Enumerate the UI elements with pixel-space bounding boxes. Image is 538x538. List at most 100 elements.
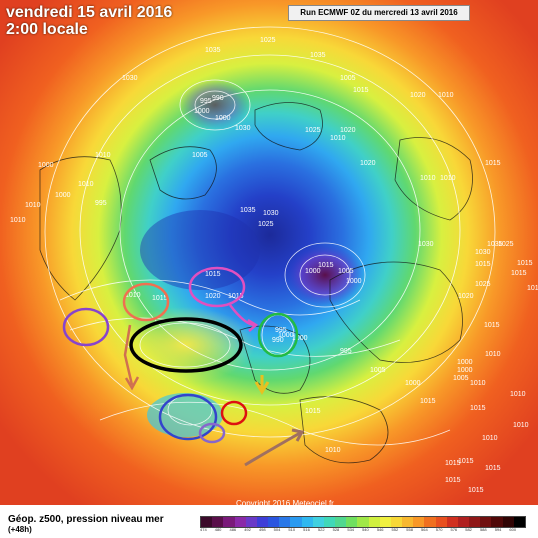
scale-swatch	[234, 517, 246, 527]
annotations	[62, 266, 305, 467]
pressure-label: 1020	[205, 293, 221, 300]
scale-swatch	[268, 517, 280, 527]
pressure-label: 1000	[292, 335, 308, 342]
pressure-label: 1015	[205, 271, 221, 278]
pressure-label: 1015	[420, 398, 436, 405]
scale-swatch	[279, 517, 291, 527]
scale-tick: 570	[435, 527, 443, 532]
scale-tick: 498	[258, 527, 266, 532]
scale-swatch	[491, 517, 503, 527]
pressure-label: 995	[200, 98, 212, 105]
pressure-label: 1015	[445, 477, 461, 484]
scale-tick: 546	[376, 527, 384, 532]
pressure-label: 1000	[55, 192, 71, 199]
pressure-label: 1010	[510, 391, 526, 398]
scale-tick: 582	[465, 527, 472, 532]
orange-circle-atlantic	[122, 282, 170, 322]
pressure-label: 1000	[38, 162, 54, 169]
pressure-label: 1020	[360, 160, 376, 167]
pressure-label: 1015	[468, 487, 484, 494]
run-info: Run ECMWF 0Z du mercredi 13 avril 2016	[288, 5, 470, 21]
pressure-label: 1010	[330, 135, 346, 142]
pressure-label: 1020	[410, 92, 426, 99]
scale-swatch	[480, 517, 492, 527]
pressure-label: 1015	[445, 460, 461, 467]
isobars	[44, 26, 496, 446]
pressure-label: 1010	[25, 202, 41, 209]
pressure-label: 1000	[194, 108, 210, 115]
trough-core-north	[180, 80, 250, 130]
pressure-label: 1010	[440, 175, 456, 182]
pressure-label: 1010	[470, 380, 486, 387]
scale-swatch	[323, 517, 336, 527]
pressure-label: 1030	[418, 241, 434, 248]
coastlines	[39, 102, 473, 464]
pressure-label: 1035	[310, 52, 326, 59]
pressure-label: 1000	[278, 332, 294, 339]
pressure-label: 1030	[475, 249, 491, 256]
scale-swatch	[201, 517, 213, 527]
red-circle-med	[220, 400, 248, 426]
pressure-label: 1005	[370, 367, 386, 374]
pressure-label: 1000	[405, 380, 421, 387]
scale-swatch	[435, 517, 447, 527]
pressure-label: 1025	[258, 221, 274, 228]
pressure-label: 990	[212, 95, 224, 102]
pressure-label: 1010	[325, 447, 341, 454]
forecast-time: 2:00 locale	[6, 21, 88, 38]
geopotential-field	[0, 0, 538, 505]
scale-tick: 528	[332, 527, 340, 532]
orange-arrow	[123, 324, 134, 386]
scale-swatch	[424, 517, 436, 527]
scale-tick: 480	[214, 527, 222, 532]
scale-tick: 504	[273, 527, 281, 532]
pressure-label: 1000	[457, 359, 473, 366]
pressure-label: 1015	[152, 295, 168, 302]
scale-swatch	[457, 517, 470, 527]
pressure-label: 1035	[487, 241, 503, 248]
pink-arrow	[229, 304, 256, 327]
pressure-label: 1005	[453, 375, 469, 382]
pressure-label: 1000	[215, 115, 231, 122]
pressure-label: 1000	[305, 268, 321, 275]
pressure-label: 990	[272, 337, 284, 344]
scale-swatch	[301, 517, 313, 527]
purple-circle-atlantic	[62, 307, 110, 347]
pressure-label: 1010	[438, 92, 454, 99]
scale-swatch	[245, 517, 257, 527]
yellow-arrow	[254, 375, 270, 395]
pressure-label: 995	[340, 348, 352, 355]
brown-arrow	[244, 431, 301, 467]
scale-tick: 576	[450, 527, 458, 532]
scale-swatch	[379, 517, 391, 527]
pressure-label: 1025	[498, 241, 514, 248]
orange-arrowhead	[124, 376, 140, 391]
scale-swatch	[335, 517, 347, 527]
scale-swatch	[256, 517, 269, 527]
map-title: Géop. z500, pression niveau mer	[8, 514, 164, 525]
scale-tick: 522	[317, 527, 325, 532]
scale-tick: 552	[391, 527, 399, 532]
scale-swatch	[368, 517, 380, 527]
pressure-label: 1010	[485, 351, 501, 358]
pressure-label: 1015	[458, 458, 474, 465]
pressure-label: 1035	[205, 47, 221, 54]
pressure-label: 1020	[458, 293, 474, 300]
scale-tick: 594	[494, 527, 502, 532]
pressure-label: 1015	[475, 261, 491, 268]
scale-swatch	[413, 517, 425, 527]
blue-circle-iberia	[158, 393, 218, 441]
pressure-label: 1015	[318, 262, 334, 269]
pink-circle-north	[188, 266, 246, 308]
pressure-label: 1015	[353, 87, 369, 94]
pressure-label: 1015	[484, 322, 500, 329]
pressure-label: 1005	[338, 268, 354, 275]
scale-tick: 540	[362, 527, 369, 532]
pressure-label: 1015	[511, 270, 527, 277]
violet-circle-small	[198, 422, 226, 444]
pressure-label: 1030	[235, 125, 251, 132]
color-scale	[200, 516, 526, 528]
pressure-label: 1000	[457, 367, 473, 374]
pressure-label: 1005	[192, 152, 208, 159]
